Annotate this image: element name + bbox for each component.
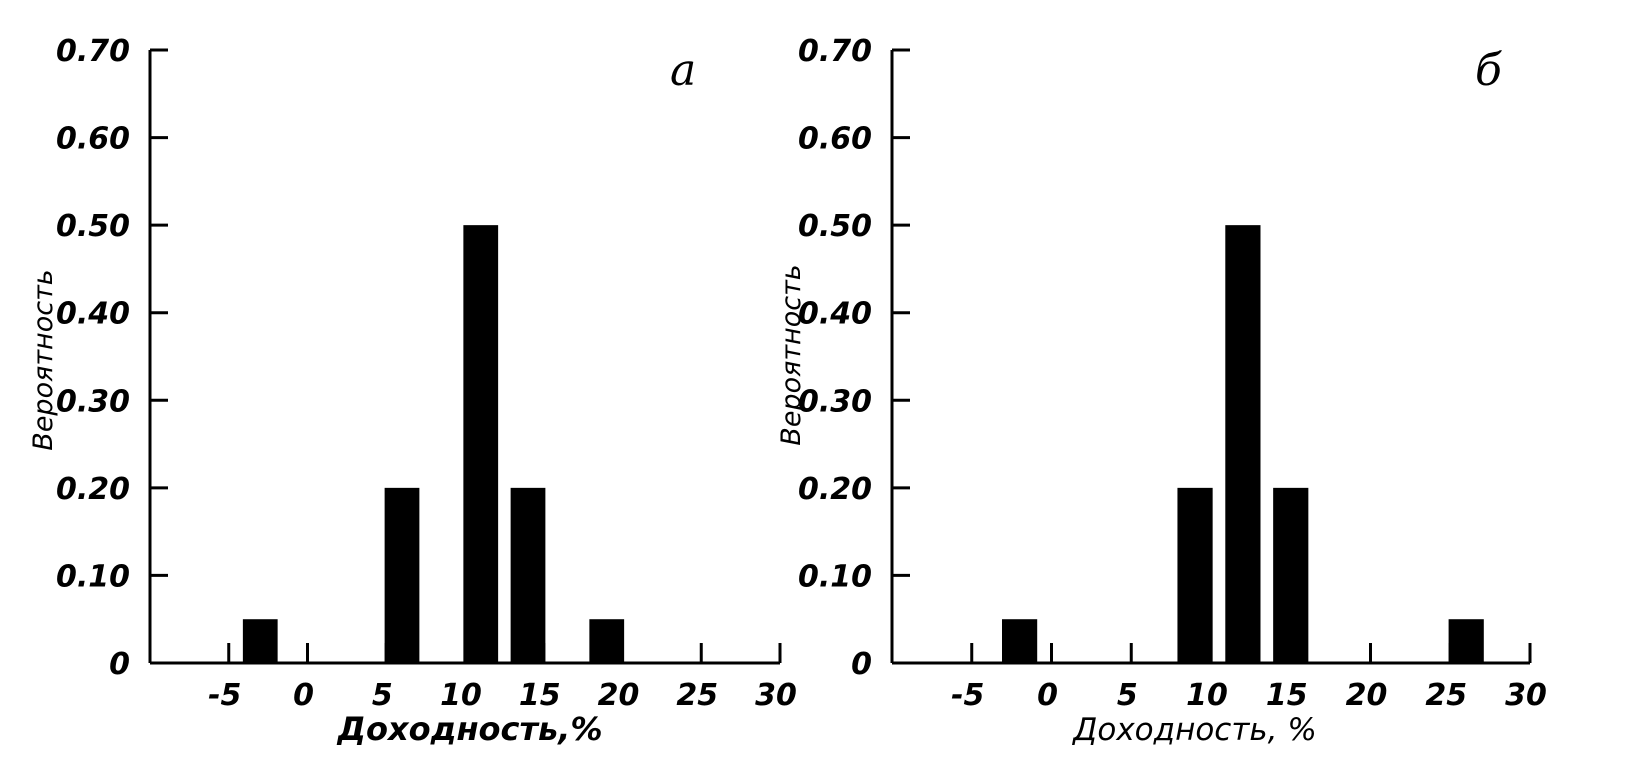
x-tick-label: 10 (1186, 678, 1228, 713)
x-tick-label: 10 (440, 678, 482, 713)
y-axis-title: Вероятность (776, 264, 807, 445)
y-tick-label: 0.70 (56, 34, 130, 69)
x-tick-label: 20 (598, 678, 640, 713)
x-tick-label: 15 (519, 678, 561, 713)
y-tick-label: 0 (851, 647, 872, 682)
y-tick-label: 0.30 (798, 384, 872, 419)
x-tick-label: -5 (951, 678, 984, 713)
panel-letter: б (1475, 45, 1502, 96)
y-tick-label: 0.10 (798, 559, 872, 594)
y-tick-label: 0.40 (56, 297, 130, 332)
x-tick-label: 5 (1117, 678, 1138, 713)
bar (1225, 225, 1261, 663)
y-tick-label: 0.50 (798, 209, 872, 244)
x-tick-label: 25 (676, 678, 718, 713)
y-tick-label: 0.60 (798, 122, 872, 157)
bar (1273, 487, 1309, 663)
y-tick-label: 0.70 (798, 34, 872, 69)
bar (463, 225, 499, 663)
bar (384, 487, 420, 663)
y-tick-label: 0.50 (56, 209, 130, 244)
y-axis-title: Вероятность (28, 269, 59, 450)
y-tick-label: 0.30 (56, 384, 130, 419)
x-tick-label: 5 (372, 678, 393, 713)
panel-letter: а (670, 45, 696, 96)
x-tick-label: -5 (208, 678, 241, 713)
x-tick-label: 20 (1346, 678, 1388, 713)
y-tick-label: 0.20 (798, 472, 872, 507)
x-axis-title: Доходность, % (1071, 712, 1317, 748)
chart-panel-a: 0 0.10 0.20 0.30 0.40 0.50 0.60 0.70 -5 0 5 10 15 20 2… (28, 34, 797, 748)
x-tick-label: 30 (1505, 678, 1547, 713)
bar (510, 487, 546, 663)
x-tick-label: 30 (755, 678, 797, 713)
y-tick-label: 0.60 (56, 122, 130, 157)
chart-panel-b: 0 0.10 0.20 0.30 0.40 0.50 0.60 0.70 -5 0 5 10 15 20 2… (776, 34, 1547, 748)
x-tick-label: 0 (1037, 678, 1058, 713)
y-tick-label: 0.40 (798, 297, 872, 332)
bar (1177, 487, 1213, 663)
bar (1448, 619, 1484, 663)
bar (1002, 619, 1038, 663)
y-tick-label: 0.10 (56, 559, 130, 594)
x-tick-label: 25 (1425, 678, 1467, 713)
bar (242, 619, 278, 663)
x-tick-label: 15 (1266, 678, 1308, 713)
y-tick-label: 0.20 (56, 472, 130, 507)
bar (589, 619, 625, 663)
x-tick-label: 0 (293, 678, 314, 713)
y-tick-label: 0 (109, 647, 130, 682)
x-axis-title: Доходность,% (336, 710, 602, 748)
